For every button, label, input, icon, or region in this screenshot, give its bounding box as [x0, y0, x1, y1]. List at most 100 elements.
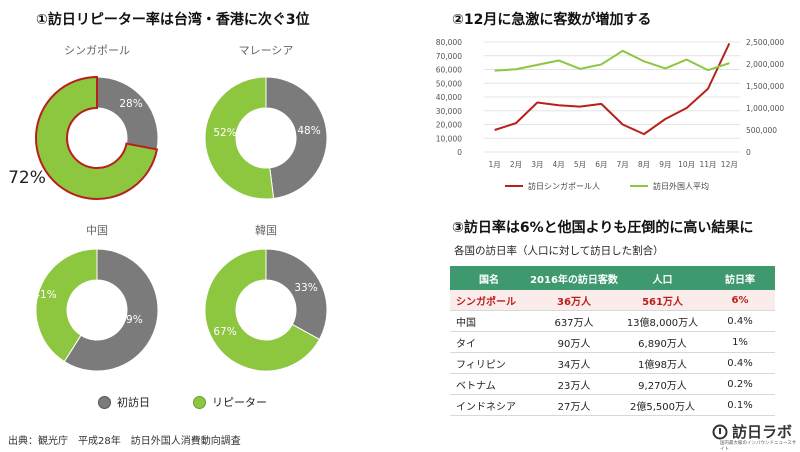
- col-header-population: 人口: [620, 266, 705, 290]
- donut-slice-repeat: [35, 75, 159, 200]
- y-left-tick-label: 30,000: [436, 107, 462, 116]
- cell-visitors: 23万人: [528, 373, 620, 395]
- cell-population: 2億5,500万人: [620, 394, 705, 416]
- x-tick-label: 3月: [531, 160, 543, 169]
- cell-population: 1億98万人: [620, 352, 705, 374]
- cell-rate: 0.2%: [705, 373, 775, 395]
- donut-value-label: 33%: [294, 282, 317, 294]
- x-tick-label: 4月: [553, 160, 565, 169]
- y-left-tick-label: 60,000: [436, 66, 462, 75]
- donut-slice-first: [63, 248, 159, 372]
- table-row: シンガポール 36万人 561万人 6%: [450, 290, 775, 311]
- cell-rate: 0.1%: [705, 394, 775, 416]
- donut-slice-repeat: [204, 248, 321, 372]
- x-tick-label: 5月: [574, 160, 586, 169]
- col-header-visitors: 2016年の訪日客数: [528, 266, 620, 290]
- logo-name: 訪日ラボ: [732, 423, 793, 441]
- x-tick-label: 11月: [699, 160, 716, 169]
- donut-slice-first: [265, 76, 328, 200]
- cell-rate: 1%: [705, 331, 775, 353]
- cell-visitors: 27万人: [528, 394, 620, 416]
- y-left-tick-label: 20,000: [436, 121, 462, 130]
- y-right-tick-label: 1,500,000: [746, 82, 784, 91]
- donut-slice-first: [265, 248, 328, 341]
- y-right-tick-label: 2,500,000: [746, 38, 784, 47]
- x-tick-label: 7月: [617, 160, 629, 169]
- donut-value-label: 48%: [297, 125, 320, 137]
- series-line: [494, 42, 731, 136]
- legend-first-label: 初訪日: [117, 396, 150, 409]
- table-caption: 各国の訪日率（人口に対して訪日した割合）: [454, 245, 664, 257]
- cell-visitors: 90万人: [528, 331, 620, 353]
- donut-title-china: 中国: [86, 224, 108, 237]
- cell-rate: 0.4%: [705, 310, 775, 332]
- col-header-country: 国名: [450, 266, 528, 290]
- cell-population: 561万人: [620, 290, 705, 311]
- logo-mark-icon: [712, 424, 728, 439]
- logo: 訪日ラボ: [712, 421, 792, 442]
- cell-country: インドネシア: [450, 394, 528, 416]
- donut-title-singapore: シンガポール: [64, 44, 130, 57]
- cell-country: タイ: [450, 331, 528, 353]
- cell-rate: 6%: [705, 290, 775, 311]
- y-left-tick-label: 10,000: [436, 134, 462, 143]
- y-left-tick-label: 0: [457, 148, 462, 157]
- table-row: フィリピン 34万人 1億98万人 0.4%: [450, 352, 775, 374]
- donut-value-label: 72%: [8, 168, 46, 188]
- section3-title: ③訪日率は6%と他国よりも圧倒的に高い結果に: [452, 220, 754, 236]
- donut-slice-repeat: [35, 248, 98, 363]
- y-left-tick-label: 70,000: [436, 52, 462, 61]
- donut-slice-first: [96, 76, 159, 151]
- table-row: タイ 90万人 6,890万人 1%: [450, 331, 775, 353]
- cell-population: 6,890万人: [620, 331, 705, 353]
- y-left-tick-label: 40,000: [436, 93, 462, 102]
- donut-title-korea: 韓国: [255, 224, 277, 237]
- donut-value-label: 28%: [119, 98, 142, 110]
- x-tick-label: 10月: [678, 160, 695, 169]
- donut-charts: 28% 72% 48% 52% 59% 41% 33% 67%: [8, 75, 328, 372]
- table-row: 中国 637万人 13億8,000万人 0.4%: [450, 310, 775, 332]
- table-row: ベトナム 23万人 9,270万人 0.2%: [450, 373, 775, 395]
- col-header-rate: 訪日率: [705, 266, 775, 290]
- donut-title-malaysia: マレーシア: [238, 44, 294, 57]
- cell-country: シンガポール: [450, 290, 528, 311]
- legend-label: 訪日外国人平均: [653, 181, 709, 191]
- donut-slice-repeat: [204, 76, 275, 200]
- cell-population: 13億8,000万人: [620, 310, 705, 332]
- series-line: [494, 49, 730, 72]
- table-row: インドネシア 27万人 2億5,500万人 0.1%: [450, 394, 775, 416]
- section2-title: ②12月に急激に客数が増加する: [452, 12, 652, 28]
- y-right-tick-label: 1,000,000: [746, 104, 784, 113]
- logo-subtitle: 国内最大級のインバウンドニュースサイト: [720, 441, 797, 452]
- y-right-tick-label: 500,000: [746, 126, 777, 135]
- cell-country: フィリピン: [450, 352, 528, 374]
- cell-visitors: 34万人: [528, 352, 620, 374]
- cell-country: ベトナム: [450, 373, 528, 395]
- x-tick-label: 8月: [638, 160, 650, 169]
- legend-label: 訪日シンガポール人: [528, 181, 600, 191]
- x-tick-label: 2月: [510, 160, 522, 169]
- y-left-tick-label: 50,000: [436, 79, 462, 88]
- table-header-row: 国名 2016年の訪日客数 人口 訪日率: [450, 266, 775, 290]
- legend-repeat-visit: リピーター: [193, 394, 267, 410]
- legend-repeat-swatch: [193, 395, 206, 409]
- y-right-tick-label: 0: [746, 148, 751, 157]
- donut-value-label: 59%: [119, 314, 142, 326]
- cell-country: 中国: [450, 310, 528, 332]
- y-right-tick-label: 2,000,000: [746, 60, 784, 69]
- cell-visitors: 637万人: [528, 310, 620, 332]
- section1-title: ①訪日リピーター率は台湾・香港に次ぐ3位: [36, 12, 310, 28]
- visit-rate-table: 国名 2016年の訪日客数 人口 訪日率 シンガポール 36万人 561万人 6…: [450, 266, 775, 416]
- x-tick-label: 6月: [595, 160, 607, 169]
- line-chart: 0 10,000 20,000 30,000 40,000 50,000 60,000 70,…: [436, 38, 785, 191]
- cell-population: 9,270万人: [620, 373, 705, 395]
- donut-value-label: 67%: [213, 326, 236, 338]
- y-left-tick-label: 80,000: [436, 38, 462, 47]
- legend-first-swatch: [98, 395, 111, 409]
- x-tick-label: 1月: [489, 160, 501, 169]
- cell-rate: 0.4%: [705, 352, 775, 374]
- x-tick-label: 9月: [659, 160, 671, 169]
- legend-repeat-label: リピーター: [212, 396, 267, 409]
- x-tick-label: 12月: [721, 160, 738, 169]
- cell-visitors: 36万人: [528, 290, 620, 311]
